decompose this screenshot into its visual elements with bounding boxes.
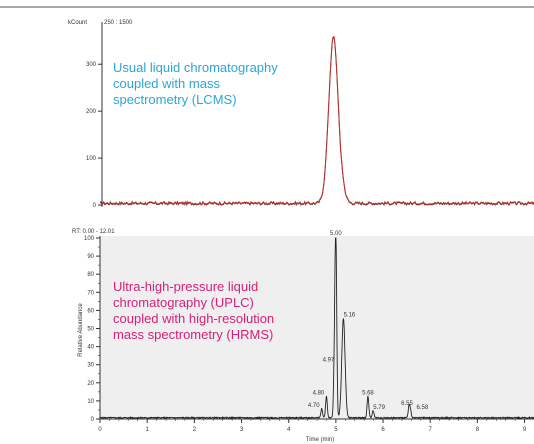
uplc-y-tick-label: 70 [87,290,94,296]
lcms-y-ticks: 0 100 200 300 [86,62,102,209]
uplc-peak-label: 6.58 [417,405,429,411]
uplc-x-tick-label: 3 [240,427,244,433]
uplc-x-tick-label: 6 [381,427,385,433]
lcms-y-tick-label: 200 [86,109,97,115]
uplc-peak-label: 4.80 [313,390,325,396]
uplc-plot-area [100,236,534,419]
uplc-panel: RT: 0.00 - 12.01 Relative Abundance Time… [72,229,534,443]
uplc-x-tick-label: 8 [476,427,480,433]
lcms-annotation-line: Usual liquid chromatography [113,60,278,75]
uplc-y-tick-label: 30 [87,363,94,369]
lcms-annotation-line: spectrometry (LCMS) [113,92,237,107]
lcms-y-axis-label: kCount [68,20,87,26]
uplc-x-axis-label: Time (min) [306,437,334,443]
lcms-range-label: 250 : 1500 [104,20,133,26]
uplc-trace [99,237,534,420]
uplc-peak-labels: 4.70 4.80 4.97 5.00 5.16 5.68 5.79 6.55 6.58 [308,231,429,411]
uplc-peak-label: 4.97 [323,358,335,364]
uplc-annotation-line: chromatography (UPLC) [113,295,254,310]
uplc-peak-label: 6.55 [401,401,413,407]
uplc-x-tick-label: 0 [98,427,102,433]
uplc-y-tick-label: 90 [87,254,94,260]
lcms-y-tick-label: 0 [93,203,97,209]
uplc-y-tick-label: 60 [87,308,94,314]
uplc-x-tick-label: 2 [193,427,197,433]
uplc-annotation-line: Ultra-high-pressure liquid [113,279,258,294]
uplc-y-ticks: 0 10 20 30 40 50 60 70 80 90 100 [84,236,100,423]
uplc-peak-label: 5.68 [362,390,374,396]
uplc-annotation-line: coupled with high-resolution [113,311,274,326]
uplc-annotation-line: mass spectrometry (HRMS) [113,327,273,342]
lcms-y-tick-label: 100 [86,156,97,162]
uplc-peak-label: 5.79 [373,405,385,411]
uplc-annotation: Ultra-high-pressure liquidchromatography… [113,279,274,342]
lcms-trace [99,35,534,207]
uplc-rt-range: RT: 0.00 - 12.01 [72,229,115,235]
uplc-y-tick-label: 40 [87,345,94,351]
uplc-x-ticks: 0 1 2 3 4 5 6 7 8 9 [98,419,527,433]
uplc-y-tick-label: 10 [87,399,94,405]
uplc-x-tick-label: 4 [287,427,291,433]
uplc-y-tick-label: 50 [87,327,94,333]
lcms-panel: kCount 250 : 1500 0 100 200 300 Usual liqui… [68,20,534,209]
uplc-y-tick-label: 80 [87,272,94,278]
uplc-peak-label: 5.16 [344,312,356,318]
uplc-y-tick-label: 100 [84,236,95,242]
uplc-x-tick-label: 9 [523,427,527,433]
uplc-y-tick-label: 20 [87,381,94,387]
uplc-x-tick-label: 5 [334,427,338,433]
uplc-peak-label: 4.70 [308,403,320,409]
uplc-x-tick-label: 1 [146,427,150,433]
uplc-y-tick-label: 0 [91,417,95,423]
uplc-peak-label: 5.00 [330,231,342,237]
lcms-y-tick-label: 300 [86,62,97,68]
lcms-annotation-line: coupled with mass [113,76,220,91]
uplc-y-axis-label: Relative Abundance [78,303,84,357]
uplc-x-tick-label: 7 [429,427,433,433]
